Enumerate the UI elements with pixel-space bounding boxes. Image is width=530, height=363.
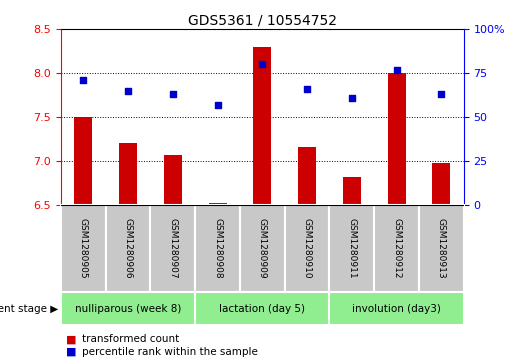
Text: nulliparous (week 8): nulliparous (week 8) bbox=[75, 303, 181, 314]
Point bbox=[303, 86, 311, 92]
Point bbox=[437, 91, 446, 97]
Bar bbox=[387, 73, 405, 205]
Bar bbox=[61, 292, 195, 325]
Point bbox=[348, 95, 356, 101]
Text: lactation (day 5): lactation (day 5) bbox=[219, 303, 305, 314]
Text: GSM1280909: GSM1280909 bbox=[258, 218, 267, 279]
Bar bbox=[195, 292, 330, 325]
Bar bbox=[432, 163, 450, 205]
Text: ■: ■ bbox=[66, 347, 77, 357]
Bar bbox=[240, 205, 285, 292]
Bar bbox=[419, 205, 464, 292]
Bar bbox=[343, 177, 361, 205]
Point bbox=[258, 61, 267, 67]
Bar bbox=[74, 117, 92, 205]
Bar bbox=[330, 292, 464, 325]
Text: transformed count: transformed count bbox=[82, 334, 179, 344]
Text: GSM1280906: GSM1280906 bbox=[123, 218, 132, 279]
Bar bbox=[195, 205, 240, 292]
Bar bbox=[61, 205, 105, 292]
Point bbox=[392, 67, 401, 73]
Text: GSM1280911: GSM1280911 bbox=[347, 218, 356, 279]
Bar bbox=[151, 205, 195, 292]
Bar bbox=[330, 205, 374, 292]
Text: GSM1280908: GSM1280908 bbox=[213, 218, 222, 279]
Bar bbox=[209, 203, 226, 205]
Text: GSM1280912: GSM1280912 bbox=[392, 219, 401, 279]
Bar bbox=[285, 205, 330, 292]
Point bbox=[169, 91, 177, 97]
Text: ■: ■ bbox=[66, 334, 77, 344]
Text: GSM1280907: GSM1280907 bbox=[169, 218, 178, 279]
Title: GDS5361 / 10554752: GDS5361 / 10554752 bbox=[188, 14, 337, 28]
Text: GSM1280905: GSM1280905 bbox=[79, 218, 88, 279]
Text: percentile rank within the sample: percentile rank within the sample bbox=[82, 347, 258, 357]
Text: development stage ▶: development stage ▶ bbox=[0, 303, 58, 314]
Bar bbox=[105, 205, 151, 292]
Bar bbox=[119, 143, 137, 205]
Text: GSM1280910: GSM1280910 bbox=[303, 218, 312, 279]
Point bbox=[79, 77, 87, 83]
Point bbox=[214, 102, 222, 108]
Bar bbox=[298, 147, 316, 205]
Text: GSM1280913: GSM1280913 bbox=[437, 218, 446, 279]
Bar bbox=[253, 46, 271, 205]
Bar bbox=[164, 155, 182, 205]
Bar bbox=[374, 205, 419, 292]
Text: involution (day3): involution (day3) bbox=[352, 303, 441, 314]
Point bbox=[124, 88, 132, 94]
